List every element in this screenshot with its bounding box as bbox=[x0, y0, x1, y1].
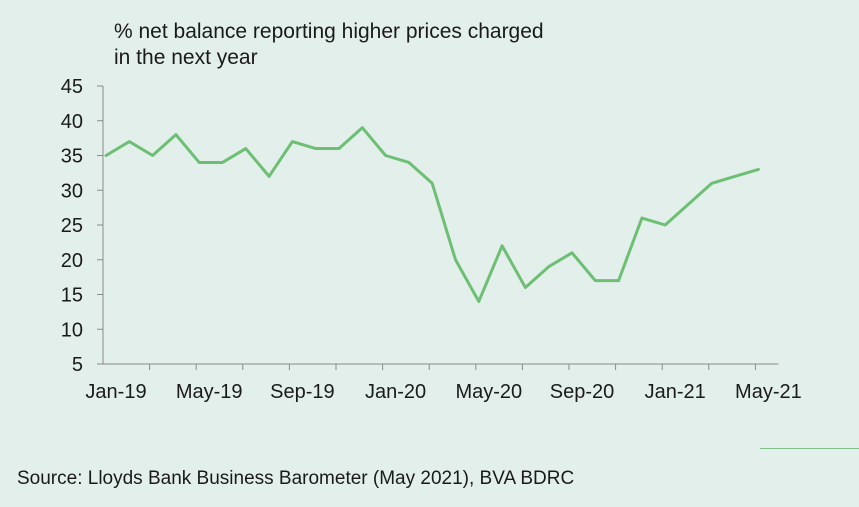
y-tick-label: 15 bbox=[61, 285, 83, 307]
chart-title: % net balance reporting higher prices ch… bbox=[114, 20, 544, 43]
plot-area bbox=[104, 126, 760, 303]
x-tick-label: Sep-20 bbox=[550, 381, 615, 403]
x-tick-label: Jan-21 bbox=[645, 381, 706, 403]
line-chart: % net balance reporting higher prices ch… bbox=[61, 20, 802, 403]
y-axis: 5 10 15 20 25 30 35 40 45 bbox=[61, 76, 104, 376]
y-tick-label: 35 bbox=[61, 146, 83, 168]
source-note: Source: Lloyds Bank Business Barometer (… bbox=[17, 468, 575, 489]
chart-title-line2: in the next year bbox=[114, 46, 258, 69]
y-tick-label: 20 bbox=[61, 250, 83, 272]
x-tick-label: May-19 bbox=[176, 381, 243, 403]
y-tick-label: 25 bbox=[61, 215, 83, 237]
x-tick-label: Sep-19 bbox=[270, 381, 335, 403]
x-tick-label: Jan-19 bbox=[85, 381, 146, 403]
series-line bbox=[104, 126, 760, 303]
x-tick-label: Jan-20 bbox=[365, 381, 426, 403]
y-tick-label: 10 bbox=[61, 319, 83, 341]
y-tick-label: 45 bbox=[61, 76, 83, 98]
footer-divider bbox=[760, 448, 859, 449]
x-axis: Jan-19 May-19 Sep-19 Jan-20 May-20 Sep-20 Jan-… bbox=[85, 363, 802, 403]
x-tick-label: May-20 bbox=[455, 381, 522, 403]
y-tick-label: 30 bbox=[61, 180, 83, 202]
x-tick-label: May-21 bbox=[735, 381, 802, 403]
y-tick-label: 40 bbox=[61, 111, 83, 133]
y-tick-label: 5 bbox=[72, 354, 83, 376]
